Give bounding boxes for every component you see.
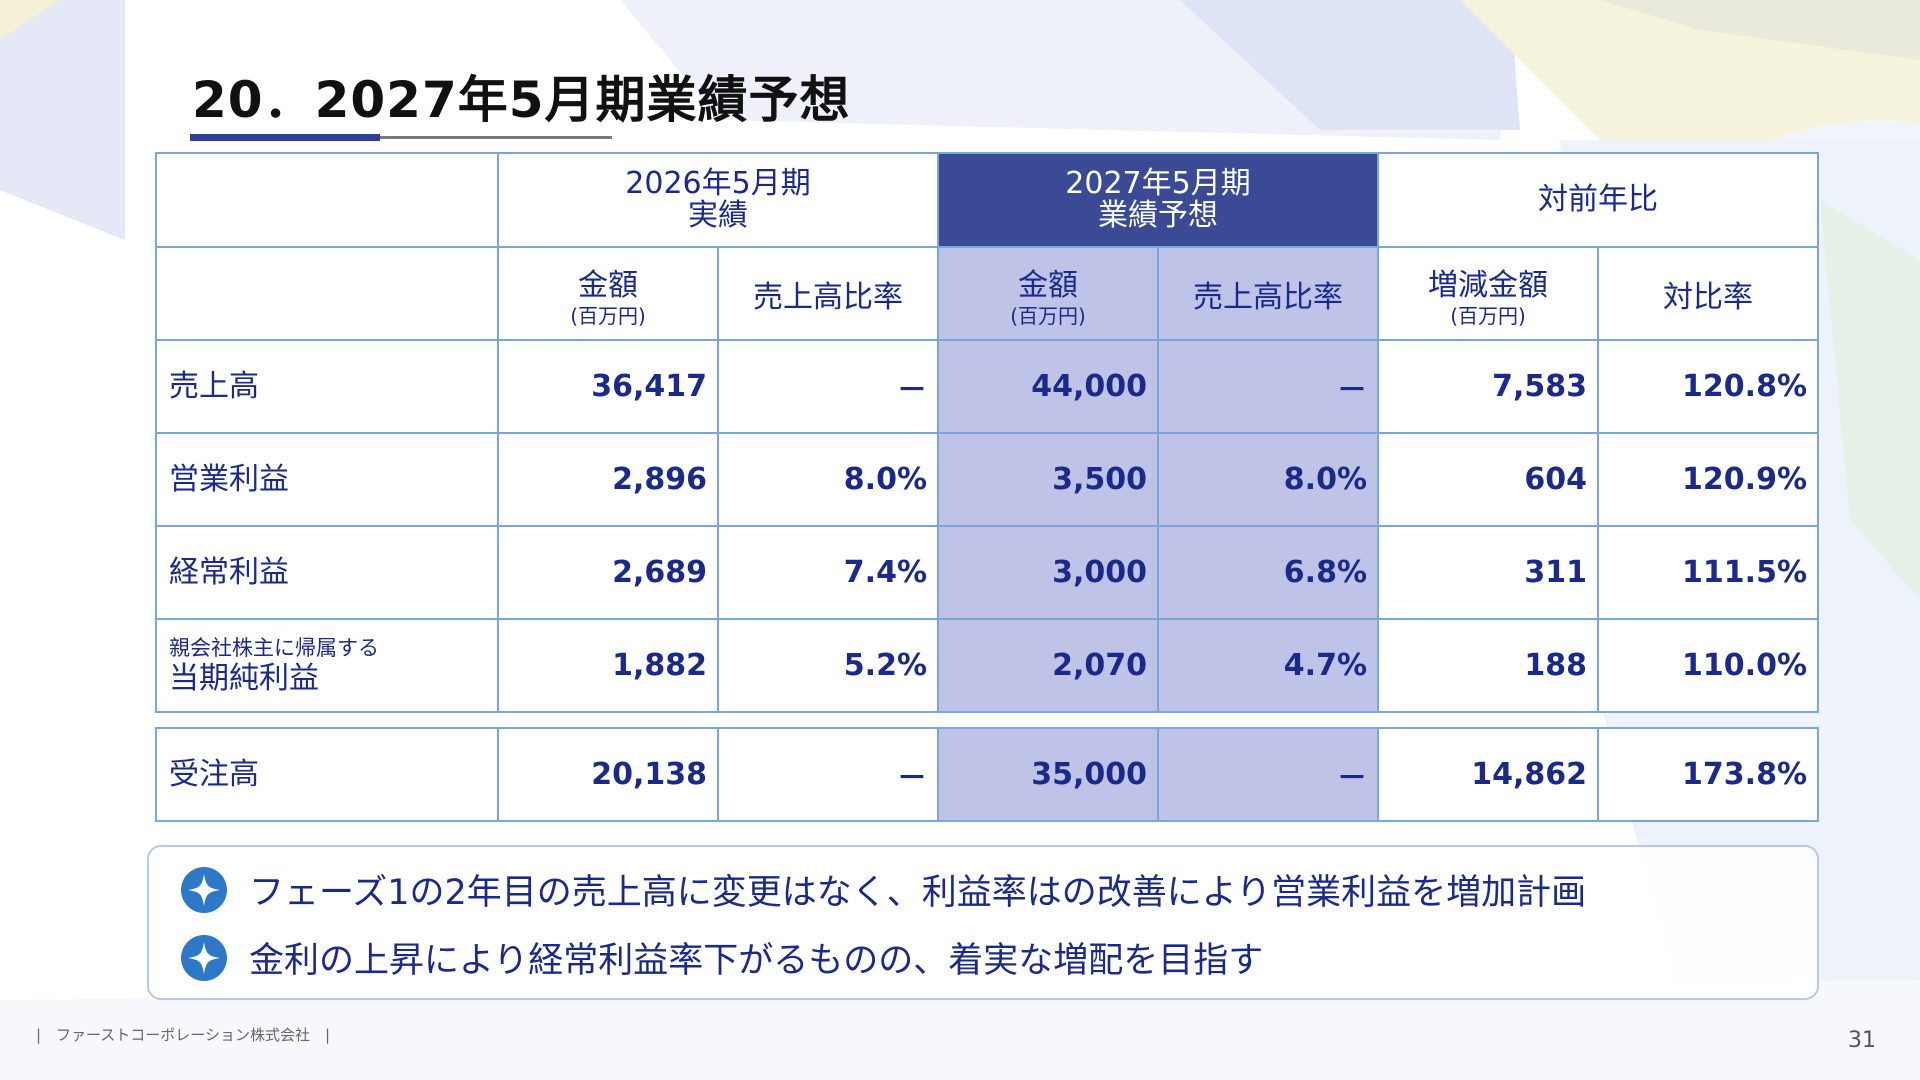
title-underline <box>190 136 612 139</box>
row-label: 経常利益 <box>155 525 499 620</box>
financial-forecast-table: 2026年5月期 実績 2027年5月期 業績予想 対前年比 金額 (百万円) 売… <box>155 152 1819 822</box>
notes-box: フェーズ1の2年目の売上高に変更はなく、利益率はの改善により営業利益を増加計画 … <box>147 845 1819 1000</box>
header-yoy: 対前年比 <box>1377 152 1819 248</box>
cell-value: 2,689 <box>497 525 719 620</box>
row-label: 受注高 <box>155 727 499 822</box>
header-fy2027-year: 2027年5月期 <box>1065 166 1251 201</box>
cell-value: 14,862 <box>1377 727 1599 822</box>
sparkle-icon <box>181 934 227 981</box>
cell-value: 3,500 <box>937 432 1159 527</box>
subheader-label: 売上高比率 <box>1193 279 1343 315</box>
cell-value: 6.8% <box>1157 525 1379 620</box>
row-label-text: 営業利益 <box>169 461 289 497</box>
cell-value: 8.0% <box>717 432 939 527</box>
note-item: フェーズ1の2年目の売上高に変更はなく、利益率はの改善により営業利益を増加計画 <box>181 864 1586 915</box>
note-text: 金利の上昇により経常利益率下がるものの、着実な増配を目指す <box>249 941 1264 981</box>
cell-value: 120.8% <box>1597 339 1819 434</box>
cell-value: 111.5% <box>1597 525 1819 620</box>
header-fy2027-forecast: 2027年5月期 業績予想 <box>937 152 1379 248</box>
sparkle-icon <box>181 866 227 913</box>
gap-cell <box>156 712 1818 728</box>
subheader-unit: (百万円) <box>1450 303 1526 328</box>
row-label-prefix: 親会社株主に帰属する <box>169 635 379 660</box>
orders-row: 受注高 20,138 － 35,000 － 14,862 173.8% <box>155 727 1819 822</box>
corner-cell <box>155 152 499 248</box>
row-label: 親会社株主に帰属する 当期純利益 <box>155 618 499 713</box>
page-number: 31 <box>1848 1028 1876 1053</box>
note-item: 金利の上昇により経常利益率下がるものの、着実な増配を目指す <box>181 932 1263 983</box>
cell-value: 44,000 <box>937 339 1159 434</box>
table-gap <box>156 712 1818 728</box>
subheader-unit: (百万円) <box>1010 303 1086 328</box>
header-fy2027-type: 業績予想 <box>1098 198 1218 233</box>
cell-value: － <box>717 727 939 822</box>
note-text: フェーズ1の2年目の売上高に変更はなく、利益率はの改善により営業利益を増加計画 <box>249 873 1587 913</box>
page-title: 20．2027年5月期業績予想 <box>192 71 851 129</box>
cell-value: 4.7% <box>1157 618 1379 713</box>
corner-cell-2 <box>155 246 499 341</box>
cell-value: 35,000 <box>937 727 1159 822</box>
cell-value: 2,896 <box>497 432 719 527</box>
table-row: 経常利益 2,689 7.4% 3,000 6.8% 311 111.5% <box>155 525 1819 620</box>
cell-value: － <box>717 339 939 434</box>
cell-value: 120.9% <box>1597 432 1819 527</box>
subheader-ratio: 売上高比率 <box>1157 246 1379 341</box>
cell-value: 604 <box>1377 432 1599 527</box>
subheader-amount: 金額 (百万円) <box>497 246 719 341</box>
subheader-label: 金額 <box>578 267 638 303</box>
cell-value: 7.4% <box>717 525 939 620</box>
subheader-ratio: 売上高比率 <box>717 246 939 341</box>
subheader-yoy-ratio: 対比率 <box>1597 246 1819 341</box>
subheader-change-amount: 増減金額 (百万円) <box>1377 246 1599 341</box>
cell-value: 8.0% <box>1157 432 1379 527</box>
row-label: 営業利益 <box>155 432 499 527</box>
subheader-label: 金額 <box>1018 267 1078 303</box>
cell-value: 3,000 <box>937 525 1159 620</box>
row-label-text: 経常利益 <box>169 554 289 590</box>
subheader-unit: (百万円) <box>570 303 646 328</box>
table-row: 親会社株主に帰属する 当期純利益 1,882 5.2% 2,070 4.7% 1… <box>155 618 1819 713</box>
row-label: 売上高 <box>155 339 499 434</box>
cell-value: 36,417 <box>497 339 719 434</box>
subheader-amount: 金額 (百万円) <box>937 246 1159 341</box>
cell-value: 20,138 <box>497 727 719 822</box>
subheader-label: 売上高比率 <box>753 279 903 315</box>
table-row: 営業利益 2,896 8.0% 3,500 8.0% 604 120.9% <box>155 432 1819 527</box>
header-fy2026-year: 2026年5月期 <box>625 166 811 201</box>
header-yoy-label: 対前年比 <box>1538 182 1658 217</box>
cell-value: 7,583 <box>1377 339 1599 434</box>
title-underline-accent <box>190 134 380 141</box>
cell-value: 173.8% <box>1597 727 1819 822</box>
header-fy2026-actual: 2026年5月期 実績 <box>497 152 939 248</box>
cell-value: 311 <box>1377 525 1599 620</box>
subheader-label: 対比率 <box>1663 279 1753 315</box>
cell-value: 110.0% <box>1597 618 1819 713</box>
subheader-label: 増減金額 <box>1428 267 1548 303</box>
cell-value: 2,070 <box>937 618 1159 713</box>
cell-value: 188 <box>1377 618 1599 713</box>
footer-company: | ファーストコーポレーション株式会社 | <box>36 1026 331 1044</box>
cell-value: － <box>1157 339 1379 434</box>
cell-value: － <box>1157 727 1379 822</box>
group-header-row: 2026年5月期 実績 2027年5月期 業績予想 対前年比 <box>155 152 1819 248</box>
row-label-text: 受注高 <box>169 756 259 792</box>
cell-value: 1,882 <box>497 618 719 713</box>
row-label-text: 当期純利益 <box>169 660 319 696</box>
table-row: 売上高 36,417 － 44,000 － 7,583 120.8% <box>155 339 1819 434</box>
sub-header-row: 金額 (百万円) 売上高比率 金額 (百万円) 売上高比率 増減金額 (百万円) 対比… <box>155 246 1819 341</box>
header-fy2026-type: 実績 <box>688 198 748 233</box>
cell-value: 5.2% <box>717 618 939 713</box>
row-label-text: 売上高 <box>169 368 259 404</box>
